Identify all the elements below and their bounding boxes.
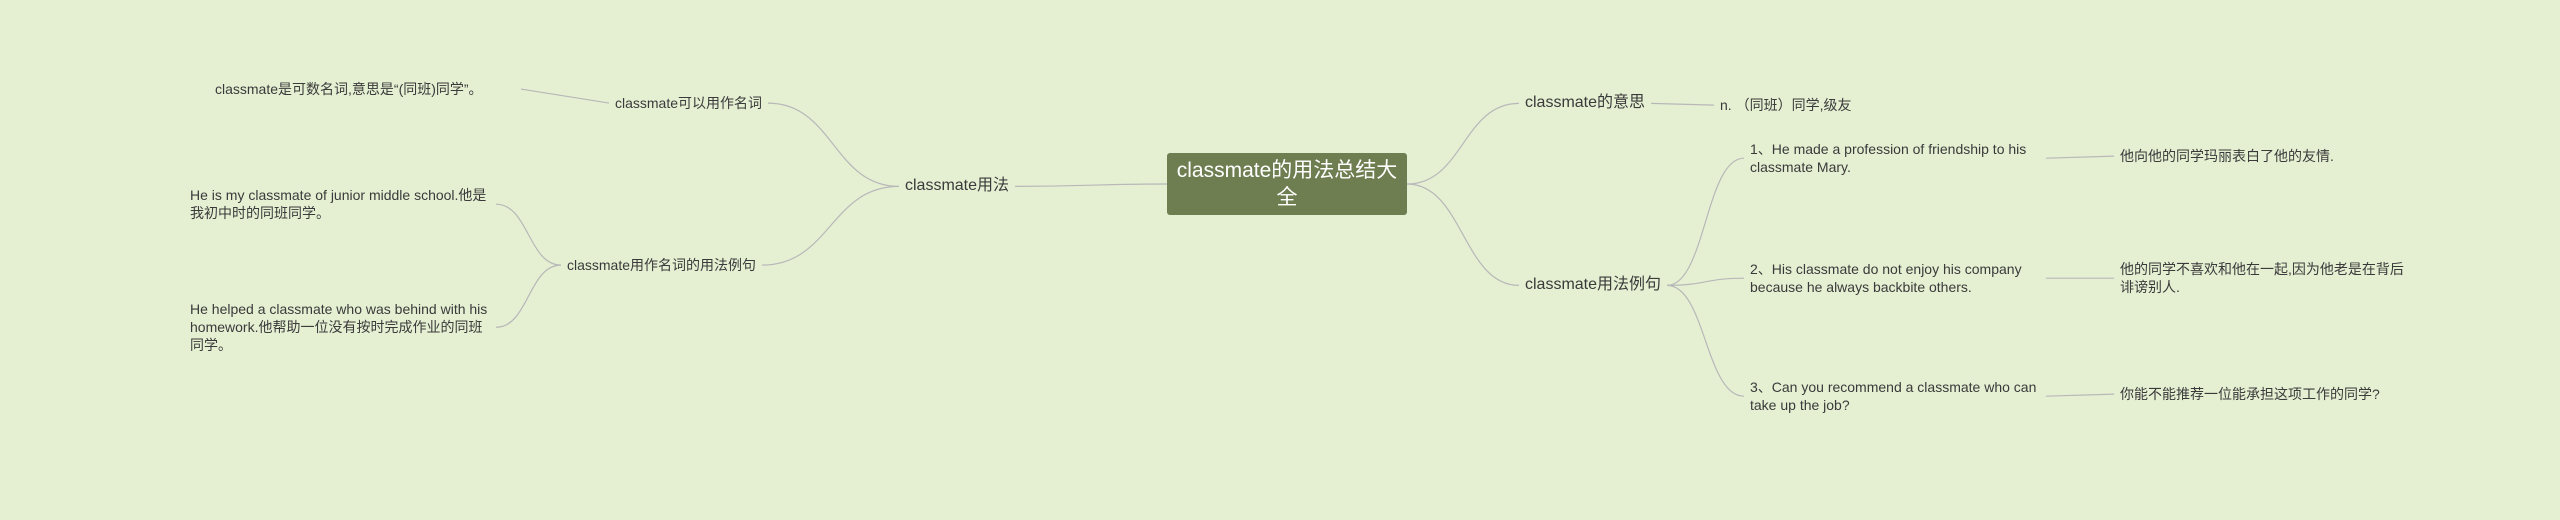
node-usage-noun-ex2: He helped a classmate who was behind wit…: [190, 300, 490, 355]
node-usage: classmate用法: [905, 176, 1009, 197]
node-usage-noun-def: classmate是可数名词,意思是“(同班)同学”。: [215, 80, 515, 98]
node-example-2: 2、His classmate do not enjoy his company…: [1750, 260, 2040, 296]
node-example-3: 3、Can you recommend a classmate who can …: [1750, 378, 2040, 414]
node-example-3-trans: 你能不能推荐一位能承担这项工作的同学?: [2120, 385, 2380, 403]
node-usage-noun-ex1: He is my classmate of junior middle scho…: [190, 186, 490, 222]
node-meaning-def: n. （同班）同学,级友: [1720, 96, 1851, 114]
node-usage-noun: classmate可以用作名词: [615, 94, 762, 112]
node-examples: classmate用法例句: [1525, 275, 1661, 296]
node-example-2-trans: 他的同学不喜欢和他在一起,因为他老是在背后诽谤别人.: [2120, 260, 2415, 296]
node-example-1-trans: 他向他的同学玛丽表白了他的友情.: [2120, 147, 2334, 165]
center-node: classmate的用法总结大全: [1167, 153, 1407, 215]
node-meaning: classmate的意思: [1525, 93, 1645, 114]
node-example-1: 1、He made a profession of friendship to …: [1750, 140, 2040, 176]
center-label: classmate的用法总结大全: [1167, 157, 1407, 212]
node-usage-noun-examples: classmate用作名词的用法例句: [567, 256, 756, 274]
